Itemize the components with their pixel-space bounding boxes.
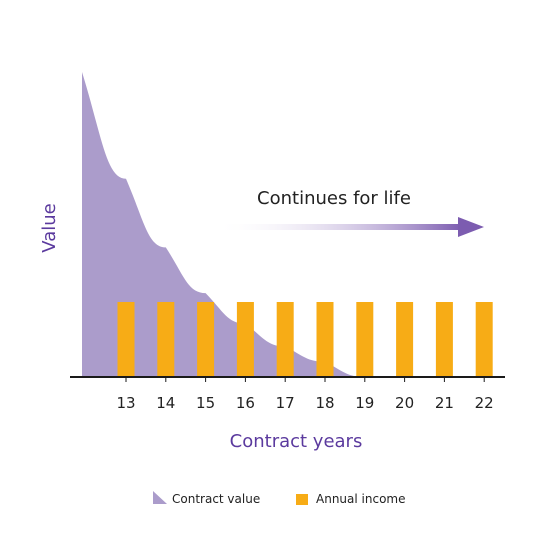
x-tick-label-21: 21 [435,394,454,412]
x-tick-label-22: 22 [475,394,494,412]
legend: Contract value Annual income [153,491,405,506]
y-axis-label: Value [39,203,60,252]
x-tick-label-19: 19 [355,394,374,412]
continues-arrow [215,217,484,237]
x-tick-label-16: 16 [236,394,255,412]
income-bar-15 [197,302,215,377]
legend-contract-value-swatch [153,491,167,504]
x-tick-label-17: 17 [276,394,295,412]
legend-annual-income-label: Annual income [316,492,405,506]
x-tick-label-18: 18 [315,394,334,412]
income-bar-14 [157,302,175,377]
x-tick-label-14: 14 [156,394,175,412]
income-bar-16 [236,302,254,377]
x-axis-label: Contract years [230,431,363,452]
income-bar-13 [117,302,135,377]
annual-income-bars [117,302,493,377]
income-bar-21 [435,302,453,377]
legend-contract-value-label: Contract value [172,492,260,506]
income-bar-22 [475,302,493,377]
arrow-head [458,217,484,237]
income-bar-18 [316,302,334,377]
contract-value-area-layer [82,72,365,377]
contract-value-area [82,72,365,377]
x-tick-label-13: 13 [116,394,135,412]
x-tick-label-15: 15 [196,394,215,412]
legend-annual-income-swatch [296,494,308,505]
x-axis-ticks: 13 14 15 16 17 18 19 20 21 22 [116,377,494,412]
income-bar-20 [396,302,414,377]
income-bar-17 [276,302,294,377]
x-tick-label-20: 20 [395,394,414,412]
income-bar-19 [356,302,374,377]
continues-annotation: Continues for life [257,188,411,209]
arrow-shaft [215,224,461,230]
